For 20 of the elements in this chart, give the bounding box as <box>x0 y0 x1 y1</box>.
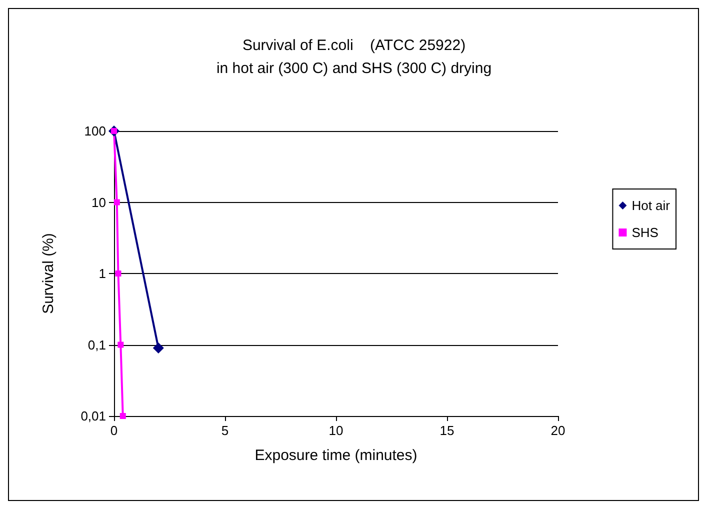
y-tick-label: 0,01 <box>80 408 106 424</box>
point <box>152 342 164 354</box>
x-tick-label: 5 <box>221 423 229 438</box>
y-tick-label: 100 <box>84 124 106 138</box>
x-axis-title: Exposure time (minutes) <box>254 447 418 464</box>
chart-title: Survival of E.coli (ATCC 25922) in hot air (300 C) and SHS (300 C) drying <box>216 37 492 77</box>
point <box>120 413 126 419</box>
y-axis-title: Survival (%) <box>40 233 57 314</box>
point <box>115 270 122 276</box>
legend-label: Hot air <box>632 198 671 213</box>
y-tick-label: 1 <box>98 266 106 281</box>
y-tick-label: 0,1 <box>88 337 106 352</box>
point <box>118 342 124 348</box>
y-tick-label: 10 <box>92 194 106 210</box>
x-tick-label: 0 <box>110 423 118 438</box>
x-tick-label: 20 <box>550 423 566 438</box>
x-tick-label: 15 <box>440 423 454 438</box>
point <box>114 199 120 206</box>
x-tick-label: 10 <box>328 423 344 438</box>
legend-label: SHS <box>632 225 659 240</box>
